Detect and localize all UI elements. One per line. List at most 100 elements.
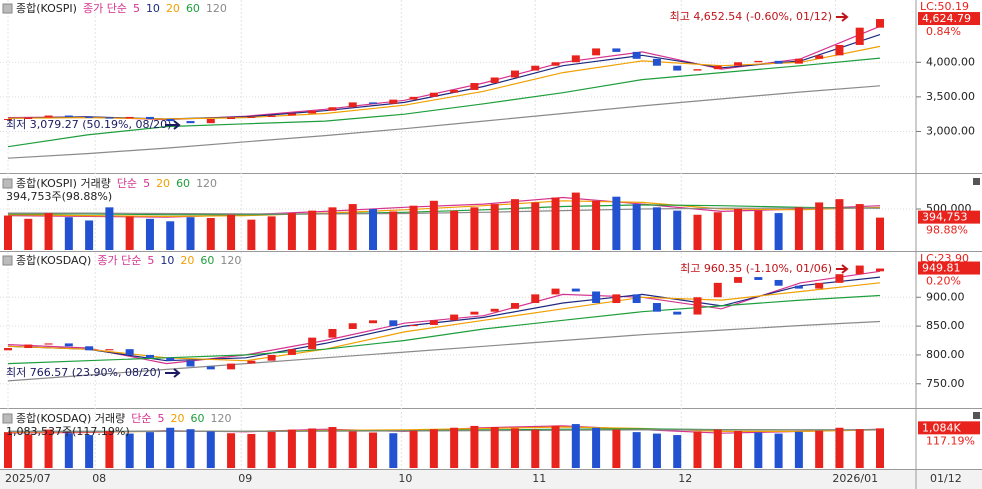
- volume-bar: [186, 217, 195, 250]
- volume-bar: [510, 199, 519, 250]
- panel-title: 종합(KOSDAQ): [16, 254, 91, 267]
- volume-bar: [348, 431, 357, 468]
- candle: [713, 282, 722, 298]
- volume-bar: [754, 432, 763, 468]
- candle: [876, 268, 884, 272]
- candle: [4, 348, 12, 351]
- candle: [308, 110, 317, 114]
- close-button[interactable]: [973, 412, 980, 419]
- legend-entry: 20: [180, 254, 194, 267]
- volume-bar: [774, 433, 783, 468]
- candle: [794, 58, 803, 64]
- candle: [348, 323, 357, 329]
- volume-bar: [632, 432, 641, 468]
- ma-line: [8, 429, 880, 432]
- volume-bar: [348, 204, 357, 250]
- candle: [855, 27, 864, 45]
- candle: [470, 83, 479, 90]
- panel-header: 종합(KOSDAQ) 종가 단순 5 10 20 60 120: [16, 254, 241, 267]
- ma-label: 단순: [117, 177, 137, 190]
- candle: [125, 349, 134, 355]
- volume-bar: [531, 429, 540, 468]
- volume-bar: [267, 216, 276, 250]
- candle: [794, 285, 803, 289]
- lc-label: LC:50.19: [920, 0, 969, 13]
- volume-bar: [328, 427, 337, 468]
- volume-bar: [876, 428, 884, 468]
- volume-bar: [835, 427, 844, 468]
- legend-entry: 5: [147, 254, 154, 267]
- legend-entry: 20: [166, 2, 180, 15]
- volume-bar: [308, 210, 317, 250]
- low-arrow: [165, 120, 181, 130]
- legend-entry: 20: [170, 412, 184, 425]
- low-note: 최저 3,079.27 (50.19%, 08/20): [6, 118, 171, 131]
- lc-label: LC:23.90: [920, 252, 969, 265]
- candle: [44, 343, 53, 345]
- legend-entry: 10: [146, 2, 160, 15]
- candle: [713, 65, 722, 70]
- volume-bar: [369, 432, 378, 468]
- volume-bar: [612, 429, 621, 468]
- x-tick-label: 08: [92, 472, 106, 485]
- legend-entry: 60: [176, 177, 190, 190]
- candle: [490, 77, 499, 84]
- volume-bar: [44, 213, 53, 250]
- y-tick-label: 900.00: [926, 290, 965, 303]
- candle: [612, 294, 621, 304]
- candle: [571, 288, 580, 292]
- volume-bar: [145, 218, 154, 250]
- volume-bar: [592, 427, 601, 468]
- legend-entry: 120: [220, 254, 241, 267]
- candle: [328, 107, 337, 111]
- y-tick-label: 850.00: [926, 319, 965, 332]
- x-tick-label: 2025/07: [5, 472, 51, 485]
- ma-line: [7, 85, 881, 159]
- volume-bar: [125, 216, 134, 250]
- volume-bar: [571, 424, 580, 468]
- volume-bar: [429, 429, 438, 468]
- current-value-box: [918, 210, 980, 224]
- volume-bar: [734, 208, 743, 250]
- candle: [64, 343, 73, 347]
- candle: [24, 344, 33, 349]
- volume-bar: [206, 431, 215, 468]
- candle: [186, 121, 195, 124]
- volume-bar: [24, 434, 33, 468]
- legend-entry: 60: [190, 412, 204, 425]
- volume-bar: [64, 217, 73, 250]
- candle: [105, 349, 114, 351]
- change-rate: 0.20%: [926, 275, 961, 288]
- candle: [835, 44, 844, 56]
- y-tick-label: 800.00: [926, 348, 965, 361]
- volume-bar: [247, 219, 256, 250]
- ma-line: [8, 204, 881, 216]
- volume-bar: [876, 217, 884, 250]
- legend-entry: 5: [133, 2, 140, 15]
- candle: [754, 60, 763, 63]
- volume-bar: [551, 197, 560, 250]
- panel-icon: [2, 3, 13, 14]
- volume-bar: [652, 207, 661, 250]
- x-tick-label: 10: [398, 472, 412, 485]
- volume-bar: [227, 433, 236, 468]
- volume-bar: [227, 214, 236, 250]
- legend-entry: 60: [186, 2, 200, 15]
- candle: [490, 308, 499, 312]
- candle: [592, 48, 601, 56]
- volume-bar: [490, 427, 499, 468]
- panel-icon: [2, 178, 13, 189]
- volume-bar: [632, 204, 641, 250]
- candle: [247, 360, 256, 364]
- candle: [105, 117, 114, 119]
- volume-bar: [308, 428, 317, 468]
- candle: [774, 279, 783, 286]
- volume-bar: [754, 210, 763, 250]
- high-arrow: [836, 264, 849, 274]
- volume-bar: [85, 220, 94, 250]
- candle: [592, 291, 601, 304]
- volume-bar: [409, 205, 418, 250]
- close-button[interactable]: [973, 178, 980, 185]
- candle: [227, 117, 236, 120]
